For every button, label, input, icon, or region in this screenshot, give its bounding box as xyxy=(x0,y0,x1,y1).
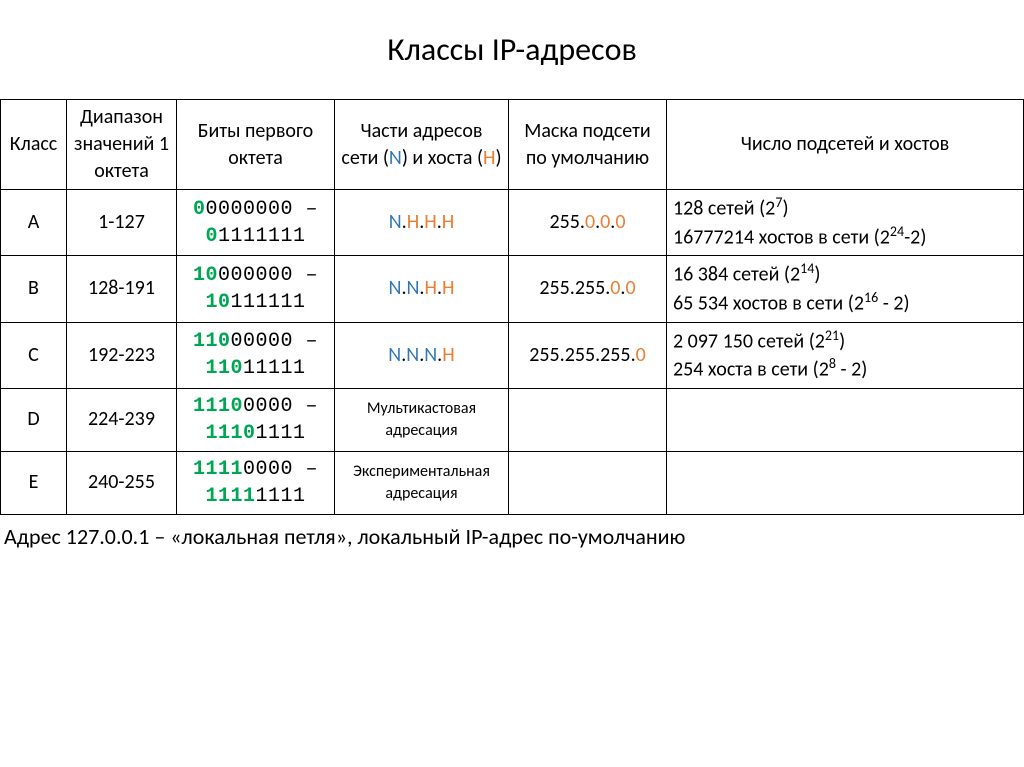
table-header-row: Класс Диапазон значений 1 октета Биты пе… xyxy=(1,100,1024,190)
cell-range: 1-127 xyxy=(67,190,177,256)
cell-mask: 255.255.0.0 xyxy=(509,256,667,322)
cell-mask: 255.255.255.0 xyxy=(509,322,667,388)
cell-mask xyxy=(509,451,667,514)
cell-parts: N.N.H.H xyxy=(335,256,509,322)
col-header-range: Диапазон значений 1 октета xyxy=(67,100,177,190)
cell-bits: 11000000 –11011111 xyxy=(177,322,335,388)
cell-count: 16 384 сетей (214)65 534 хостов в сети (… xyxy=(667,256,1024,322)
cell-parts: N.N.N.H xyxy=(335,322,509,388)
cell-range: 224-239 xyxy=(67,388,177,451)
cell-mask: 255.0.0.0 xyxy=(509,190,667,256)
cell-bits: 00000000 –01111111 xyxy=(177,190,335,256)
cell-class: B xyxy=(1,256,67,322)
col-header-class: Класс xyxy=(1,100,67,190)
cell-class: A xyxy=(1,190,67,256)
slide-container: Классы IP-адресов Класс Диапазон значени… xyxy=(0,0,1024,767)
cell-class: C xyxy=(1,322,67,388)
col-header-mask: Маска подсети по умолчанию xyxy=(509,100,667,190)
col-header-parts: Части адресов сети (N) и хоста (H) xyxy=(335,100,509,190)
cell-class: E xyxy=(1,451,67,514)
col-header-bits: Биты первого октета xyxy=(177,100,335,190)
cell-class: D xyxy=(1,388,67,451)
cell-mask xyxy=(509,388,667,451)
cell-range: 240-255 xyxy=(67,451,177,514)
cell-count xyxy=(667,451,1024,514)
cell-bits: 11110000 –11111111 xyxy=(177,451,335,514)
cell-bits: 10000000 –10111111 xyxy=(177,256,335,322)
table-row: D224-23911100000 –11101111Мультикастовая… xyxy=(1,388,1024,451)
page-title: Классы IP-адресов xyxy=(0,30,1024,69)
cell-count xyxy=(667,388,1024,451)
cell-count: 128 сетей (27)16777214 хостов в сети (22… xyxy=(667,190,1024,256)
cell-parts: Экспериментальная адресация xyxy=(335,451,509,514)
table-row: A1-12700000000 –01111111N.H.H.H255.0.0.0… xyxy=(1,190,1024,256)
col-header-count: Число подсетей и хостов xyxy=(667,100,1024,190)
table-body: A1-12700000000 –01111111N.H.H.H255.0.0.0… xyxy=(1,190,1024,515)
ip-classes-table: Класс Диапазон значений 1 октета Биты пе… xyxy=(0,99,1024,515)
cell-range: 128-191 xyxy=(67,256,177,322)
table-row: B128-19110000000 –10111111N.N.H.H255.255… xyxy=(1,256,1024,322)
cell-bits: 11100000 –11101111 xyxy=(177,388,335,451)
cell-count: 2 097 150 сетей (221)254 хоста в сети (2… xyxy=(667,322,1024,388)
table-row: C192-22311000000 –11011111N.N.N.H255.255… xyxy=(1,322,1024,388)
cell-parts: Мультикастовая адресация xyxy=(335,388,509,451)
cell-parts: N.H.H.H xyxy=(335,190,509,256)
cell-range: 192-223 xyxy=(67,322,177,388)
footnote: Адрес 127.0.0.1 – «локальная петля», лок… xyxy=(4,523,1024,550)
table-row: E240-25511110000 –11111111Эксперименталь… xyxy=(1,451,1024,514)
